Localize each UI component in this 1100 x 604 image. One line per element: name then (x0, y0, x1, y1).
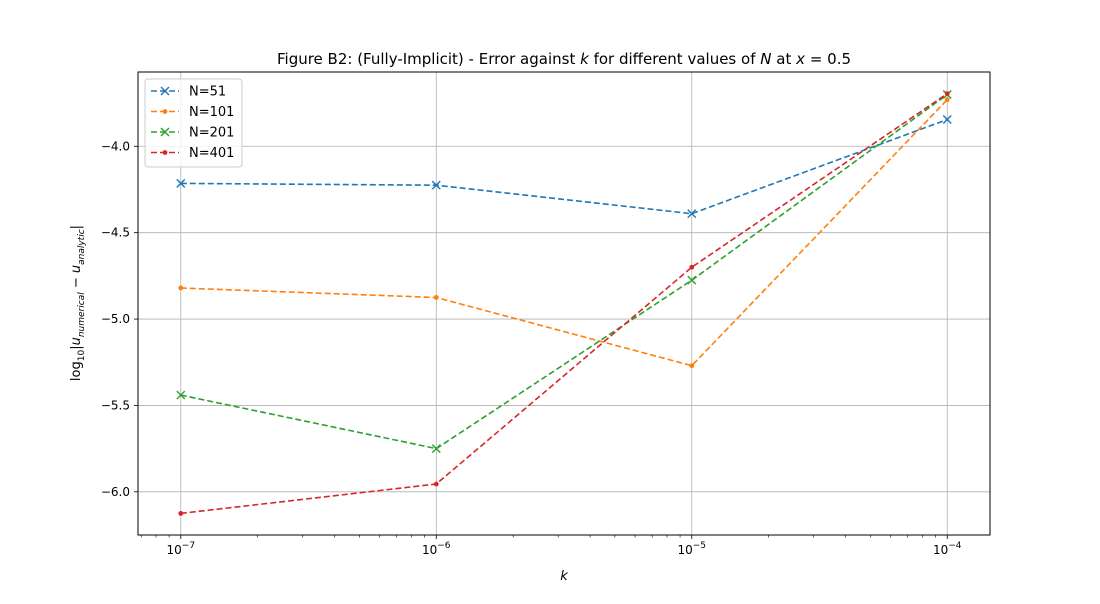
series-n-201 (176, 89, 952, 454)
legend-item: N=51 (151, 85, 226, 100)
marker-stroke (431, 180, 441, 190)
marker-stroke (687, 209, 697, 219)
y-axis: −4.0 −4.5 −5.0 −5.5 −6.0 (101, 139, 138, 499)
y-tick-label: −5.5 (101, 398, 130, 412)
series-n-51 (176, 115, 952, 219)
y-tick-label: −5.0 (101, 312, 130, 326)
marker-stroke (160, 86, 170, 96)
data-point (687, 209, 697, 219)
x-axis-label: k (560, 569, 568, 584)
legend-marker (160, 86, 170, 96)
y-tick-label: −6.0 (101, 485, 130, 499)
legend-label: N=401 (189, 146, 234, 161)
series-line (180, 99, 948, 367)
legend: N=51 N=101 N=201 N=401 (144, 78, 243, 168)
y-axis-label: log10|unumerical − uanalytic| (69, 225, 87, 381)
legend-marker (162, 150, 168, 155)
legend-label: N=101 (189, 105, 234, 120)
series-line (180, 93, 948, 450)
plot-area (176, 89, 952, 516)
marker-stroke (176, 178, 186, 188)
data-point (687, 275, 697, 285)
x-tick-label: 10−5 (677, 541, 706, 557)
chart-title: Figure B2: (Fully-Implicit) - Error agai… (277, 50, 851, 68)
marker-stroke (942, 115, 952, 125)
series-n-101 (178, 97, 950, 369)
legend-item: N=101 (151, 105, 234, 120)
x-tick-label: 10−4 (933, 541, 962, 557)
data-point (433, 295, 439, 300)
x-axis: 10−7 10−6 10−5 10−4 (140, 535, 962, 557)
data-point (942, 115, 952, 125)
data-point (944, 91, 950, 96)
data-point (433, 481, 439, 487)
legend-marker (160, 127, 170, 137)
data-point (944, 97, 950, 103)
y-tick-label: −4.0 (101, 139, 130, 153)
plot-frame (137, 71, 991, 536)
series-line (180, 118, 948, 215)
data-point (178, 511, 184, 516)
grid (138, 72, 990, 535)
legend-marker (162, 109, 168, 114)
data-point (689, 363, 695, 369)
series-n-401 (178, 91, 950, 516)
data-point (176, 178, 186, 188)
x-tick-label: 10−7 (167, 541, 196, 557)
marker-stroke (687, 275, 697, 285)
x-tick-label: 10−6 (422, 541, 451, 557)
series-line (180, 92, 948, 515)
legend-label: N=201 (189, 126, 234, 141)
legend-label: N=51 (189, 85, 226, 100)
data-point (689, 264, 695, 270)
marker-stroke (160, 127, 170, 137)
data-point (431, 444, 441, 454)
marker-stroke (431, 444, 441, 454)
legend-box (144, 78, 243, 168)
marker-stroke (176, 390, 186, 400)
y-tick-label: −4.5 (101, 226, 130, 240)
legend-item: N=201 (151, 126, 234, 141)
data-point (176, 390, 186, 400)
legend-item: N=401 (151, 146, 234, 161)
data-point (178, 285, 184, 291)
data-point (431, 180, 441, 190)
